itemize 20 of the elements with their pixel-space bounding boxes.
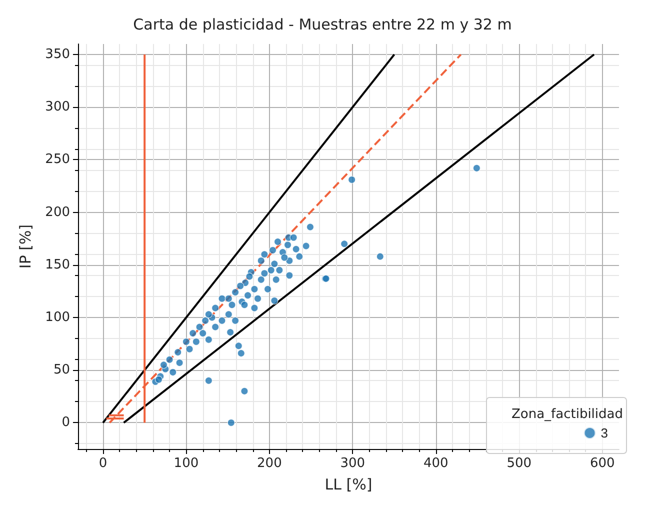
y-tick-label: 50 — [53, 362, 70, 378]
y-tick-label: 0 — [62, 415, 70, 430]
y-axis-title: IP [%] — [16, 224, 34, 269]
x-tick-label: 500 — [506, 456, 532, 471]
y-tick-label: 100 — [45, 310, 70, 326]
x-axis-title: LL [%] — [324, 476, 372, 494]
chart-title: Carta de plasticidad - Muestras entre 22 m y 32 m — [133, 16, 512, 34]
y-tick-label: 350 — [45, 47, 70, 62]
x-tick-label: 200 — [257, 456, 282, 471]
legend-title: Zona_factibilidad — [511, 407, 624, 422]
y-tick-label: 150 — [45, 257, 70, 272]
y-tick-label: 200 — [45, 204, 70, 220]
x-tick-label: 0 — [98, 456, 108, 471]
x-tick-label: 300 — [340, 456, 366, 471]
x-tick-label: 600 — [590, 456, 615, 471]
x-tick-label: 400 — [423, 456, 448, 471]
x-tick-label: 100 — [174, 456, 199, 471]
y-tick-label: 250 — [45, 152, 70, 168]
legend-label: 3 — [600, 426, 608, 440]
y-tick-label: 300 — [45, 100, 70, 115]
